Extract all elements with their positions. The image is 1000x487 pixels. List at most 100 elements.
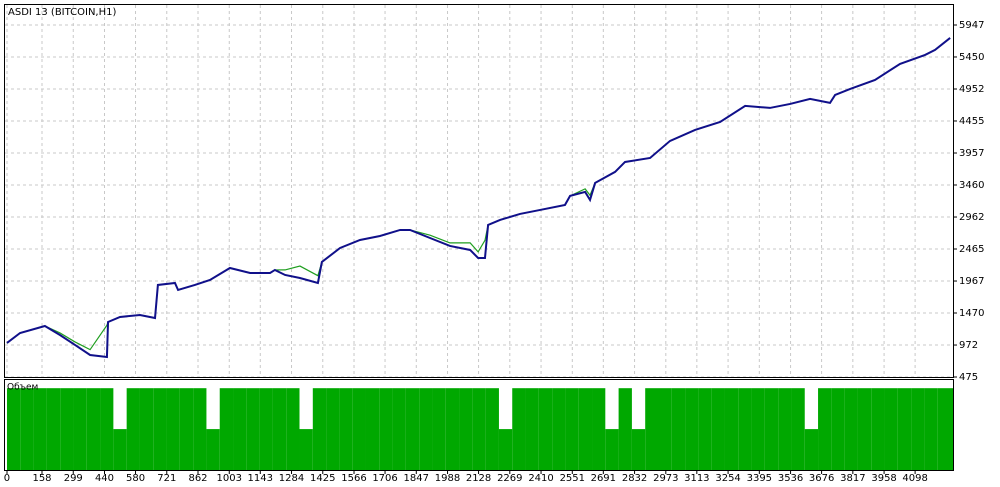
y-tick-label: 475 bbox=[959, 372, 978, 383]
volume-bar bbox=[844, 388, 858, 470]
volume-bar bbox=[365, 388, 380, 470]
volume-bar bbox=[778, 388, 792, 470]
volume-bar bbox=[538, 388, 553, 470]
x-tick-label: 2128 bbox=[466, 473, 491, 484]
volume-bar bbox=[193, 388, 207, 470]
volume-bar bbox=[46, 388, 61, 470]
x-tick-label: 3958 bbox=[871, 473, 896, 484]
volume-bar bbox=[86, 388, 101, 470]
volume-bar bbox=[751, 388, 765, 470]
volume-bar bbox=[326, 388, 340, 470]
volume-bar bbox=[339, 388, 353, 470]
x-tick-label: 3676 bbox=[809, 473, 834, 484]
x-tick-label: 1706 bbox=[372, 473, 397, 484]
x-tick-label: 580 bbox=[126, 473, 145, 484]
volume-bar bbox=[525, 388, 539, 470]
volume-bar bbox=[565, 388, 579, 470]
y-tick-label: 3957 bbox=[959, 148, 984, 159]
x-tick-label: 4098 bbox=[902, 473, 927, 484]
x-tick-label: 1425 bbox=[310, 473, 335, 484]
volume-bar bbox=[312, 388, 327, 470]
x-tick-label: 3254 bbox=[715, 473, 740, 484]
x-tick-label: 2551 bbox=[560, 473, 585, 484]
volume-bar bbox=[246, 388, 260, 470]
x-tick-label: 1847 bbox=[404, 473, 429, 484]
x-tick-label: 862 bbox=[188, 473, 207, 484]
main-frame bbox=[4, 4, 954, 378]
y-tick-label: 5947 bbox=[959, 20, 984, 31]
y-tick-label: 5450 bbox=[959, 52, 984, 63]
x-tick-label: 3536 bbox=[778, 473, 803, 484]
volume-bar bbox=[153, 388, 167, 470]
x-tick-label: 1988 bbox=[435, 473, 460, 484]
volume-bar bbox=[6, 388, 21, 470]
volume-bar bbox=[272, 388, 287, 470]
volume-bar bbox=[139, 388, 154, 470]
volume-bar bbox=[871, 388, 885, 470]
volume-bar bbox=[937, 388, 952, 470]
volume-bar bbox=[20, 388, 34, 470]
x-tick-label: 3395 bbox=[747, 473, 772, 484]
volume-bar bbox=[379, 388, 393, 470]
volume-bar bbox=[179, 388, 194, 470]
volume-bar bbox=[711, 388, 725, 470]
y-tick-label: 3460 bbox=[959, 180, 984, 191]
volume-bar bbox=[100, 388, 114, 470]
x-tick-label: 1003 bbox=[217, 473, 242, 484]
x-tick-label: 2269 bbox=[497, 473, 522, 484]
volume-bar bbox=[33, 388, 47, 470]
volume-bar bbox=[498, 429, 513, 470]
volume-bar bbox=[472, 388, 486, 470]
volume-bar bbox=[857, 388, 872, 470]
volume-bar bbox=[658, 388, 672, 470]
volume-bar bbox=[884, 388, 898, 470]
volume-bar bbox=[764, 388, 779, 470]
volume-bar bbox=[951, 388, 953, 470]
volume-bar bbox=[738, 388, 752, 470]
volume-bar bbox=[392, 388, 406, 470]
y-tick-label: 1470 bbox=[959, 308, 984, 319]
volume-bar bbox=[911, 388, 925, 470]
volume-bar bbox=[605, 429, 619, 470]
x-tick-label: 3113 bbox=[684, 473, 709, 484]
volume-bar bbox=[286, 388, 300, 470]
volume-bar bbox=[804, 429, 819, 470]
volume-bar bbox=[166, 388, 180, 470]
x-tick-label: 440 bbox=[95, 473, 114, 484]
volume-bar bbox=[60, 388, 74, 470]
volume-bar bbox=[897, 388, 912, 470]
volume-bar bbox=[113, 429, 127, 470]
y-tick-label: 2962 bbox=[959, 212, 984, 223]
volume-bar bbox=[352, 388, 366, 470]
x-tick-label: 1284 bbox=[279, 473, 304, 484]
volume-bar bbox=[233, 388, 247, 470]
volume-bar bbox=[405, 388, 420, 470]
volume-bar bbox=[206, 429, 220, 470]
x-tick-label: 2691 bbox=[591, 473, 616, 484]
volume-bar bbox=[126, 388, 140, 470]
volume-frame bbox=[4, 379, 954, 471]
volume-bar bbox=[631, 429, 646, 470]
volume-bar bbox=[432, 388, 446, 470]
volume-bar bbox=[724, 388, 739, 470]
volume-bar bbox=[219, 388, 234, 470]
volume-bar bbox=[698, 388, 712, 470]
volume-bar bbox=[685, 388, 699, 470]
x-tick-label: 158 bbox=[32, 473, 51, 484]
x-tick-label: 1143 bbox=[248, 473, 273, 484]
volume-bar bbox=[73, 388, 87, 470]
plot-layer: 475 972 1470 1967 2465 2962 3460 3957 4455 4952 54… bbox=[4, 5, 984, 484]
x-tick-label: 3817 bbox=[840, 473, 865, 484]
volume-bar bbox=[419, 388, 433, 470]
x-tick-label: 2410 bbox=[528, 473, 553, 484]
x-tick-label: 1566 bbox=[341, 473, 366, 484]
volume-bar bbox=[618, 388, 632, 470]
volume-bar bbox=[485, 388, 499, 470]
y-tick-label: 4455 bbox=[959, 116, 984, 127]
volume-bar bbox=[592, 388, 606, 470]
volume-bar bbox=[512, 388, 526, 470]
volume-bar bbox=[445, 388, 460, 470]
y-tick-label: 1967 bbox=[959, 276, 984, 287]
volume-bar bbox=[924, 388, 938, 470]
